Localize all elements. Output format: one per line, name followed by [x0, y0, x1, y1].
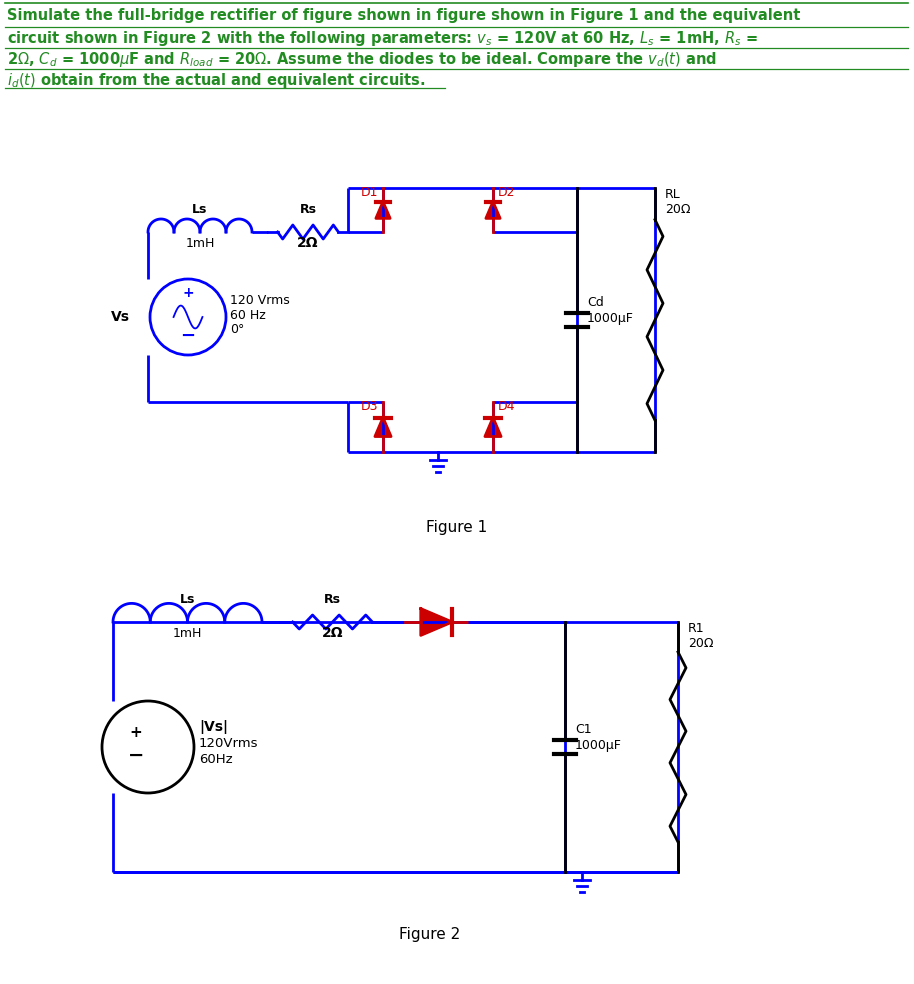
Text: 2Ω: 2Ω [297, 236, 319, 250]
Text: Simulate the full-bridge rectifier of figure shown in figure shown in Figure 1 a: Simulate the full-bridge rectifier of fi… [7, 8, 801, 23]
Polygon shape [486, 202, 500, 218]
Text: C1: C1 [575, 723, 591, 736]
Text: 1000μF: 1000μF [575, 739, 622, 752]
Text: Ls: Ls [192, 203, 207, 216]
Text: 1mH: 1mH [186, 237, 215, 250]
Text: 60 Hz: 60 Hz [230, 309, 266, 322]
Text: Vs: Vs [111, 310, 130, 324]
Text: −: − [180, 327, 196, 345]
Text: Rs: Rs [300, 203, 316, 216]
Text: 20Ω: 20Ω [665, 203, 690, 216]
Text: 1mH: 1mH [173, 627, 202, 640]
Text: 60Hz: 60Hz [199, 753, 233, 766]
Text: D2: D2 [498, 186, 515, 199]
Text: Rs: Rs [324, 593, 341, 606]
Text: R1: R1 [688, 622, 705, 635]
Text: 20Ω: 20Ω [688, 637, 714, 650]
Text: RL: RL [665, 188, 681, 201]
Text: D4: D4 [498, 400, 515, 413]
Polygon shape [376, 202, 390, 218]
Text: 120 Vrms: 120 Vrms [230, 294, 290, 307]
Text: 2$\Omega$, $C_d$ = 1000$\mu$F and $R_{load}$ = 20$\Omega$. Assume the diodes to : 2$\Omega$, $C_d$ = 1000$\mu$F and $R_{lo… [7, 50, 717, 69]
Polygon shape [485, 417, 501, 437]
Text: circuit shown in Figure 2 with the following parameters: $v_s$ = 120V at 60 Hz, : circuit shown in Figure 2 with the follo… [7, 29, 758, 48]
Text: D1: D1 [360, 186, 378, 199]
Text: Cd: Cd [587, 296, 604, 309]
Text: Ls: Ls [180, 593, 196, 606]
Text: Figure 2: Figure 2 [399, 927, 461, 942]
Text: 1000μF: 1000μF [587, 312, 634, 325]
Text: +: + [182, 286, 194, 300]
Text: 0°: 0° [230, 323, 244, 336]
Text: |Vs|: |Vs| [199, 720, 228, 734]
Text: Figure 1: Figure 1 [426, 520, 488, 535]
Text: +: + [130, 725, 143, 740]
Text: 2Ω: 2Ω [322, 626, 344, 640]
Text: D3: D3 [360, 400, 378, 413]
Text: $i_d(t)$ obtain from the actual and equivalent circuits.: $i_d(t)$ obtain from the actual and equi… [7, 71, 426, 90]
Polygon shape [375, 417, 391, 437]
Text: −: − [128, 746, 144, 765]
Text: 120Vrms: 120Vrms [199, 737, 259, 750]
Polygon shape [420, 609, 452, 636]
